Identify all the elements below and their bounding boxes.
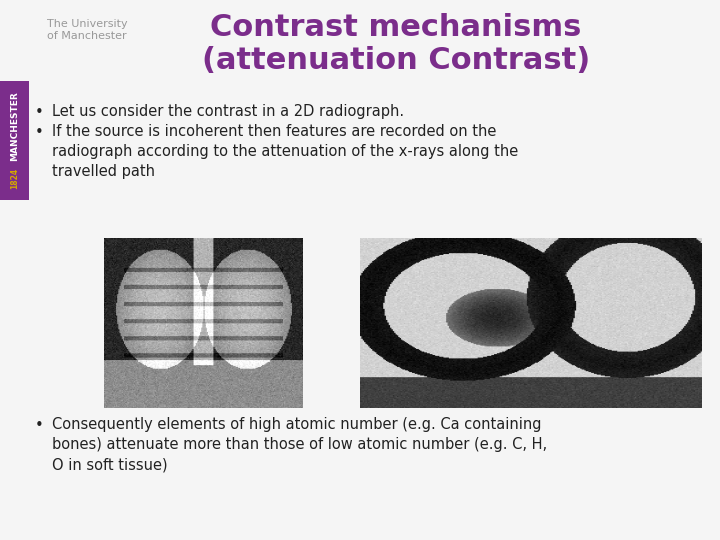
Text: Consequently elements of high atomic number (e.g. Ca containing
bones) attenuate: Consequently elements of high atomic num… [52,417,547,472]
Text: •: • [35,125,44,140]
Text: •: • [35,418,44,434]
Text: The University
of Manchester: The University of Manchester [47,19,127,41]
Text: Contrast mechanisms: Contrast mechanisms [210,14,582,43]
Text: •: • [35,105,44,120]
Bar [0,81,29,200]
Text: MANCHESTER: MANCHESTER [10,91,19,161]
Text: (attenuation Contrast): (attenuation Contrast) [202,46,590,75]
Text: If the source is incoherent then features are recorded on the
radiograph accordi: If the source is incoherent then feature… [52,124,518,179]
Text: Let us consider the contrast in a 2D radiograph.: Let us consider the contrast in a 2D rad… [52,104,404,119]
Text: 1824: 1824 [10,168,19,189]
